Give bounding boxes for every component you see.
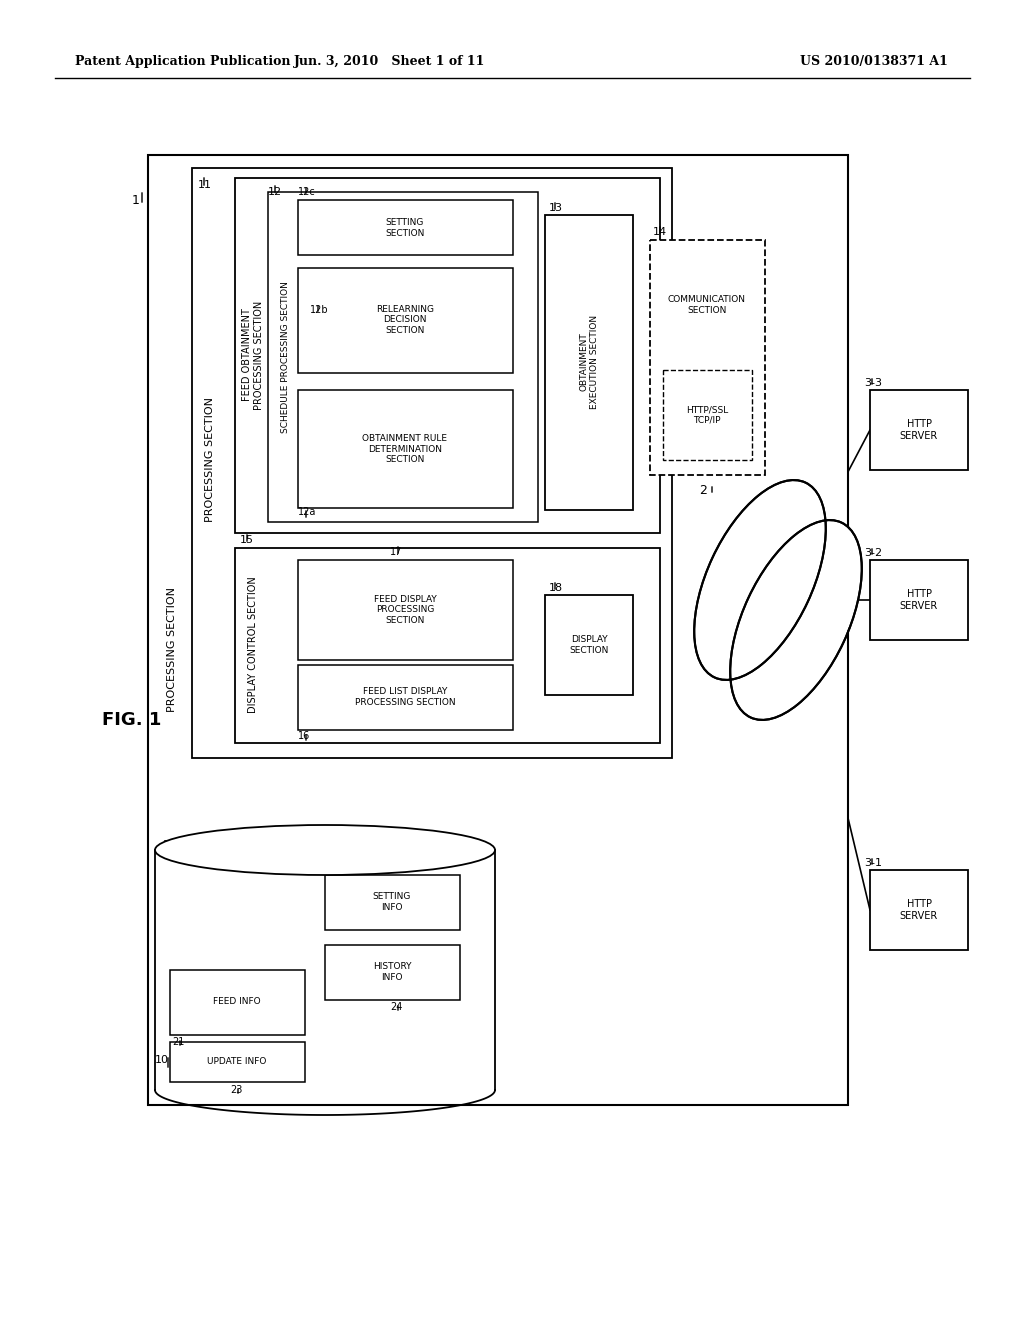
Text: DISPLAY
SECTION: DISPLAY SECTION xyxy=(569,635,608,655)
Text: 17: 17 xyxy=(390,546,402,557)
Bar xyxy=(545,215,633,510)
Text: FEED INFO: FEED INFO xyxy=(213,998,261,1006)
Text: HISTORY
INFO: HISTORY INFO xyxy=(373,962,412,982)
Text: OBTAINMENT RULE
DETERMINATION
SECTION: OBTAINMENT RULE DETERMINATION SECTION xyxy=(362,434,447,463)
Text: 11: 11 xyxy=(198,180,212,190)
Text: 22: 22 xyxy=(328,861,341,871)
Bar xyxy=(325,945,460,1001)
Text: SCHEDULE PROCESSING SECTION: SCHEDULE PROCESSING SECTION xyxy=(281,281,290,433)
Bar xyxy=(193,168,672,758)
Text: 15: 15 xyxy=(240,535,254,545)
Text: 23: 23 xyxy=(230,1085,243,1096)
Bar xyxy=(298,268,513,374)
Ellipse shape xyxy=(731,521,861,719)
Text: 10: 10 xyxy=(155,1055,169,1065)
Ellipse shape xyxy=(695,480,825,678)
Text: 2: 2 xyxy=(699,483,707,496)
Text: 24: 24 xyxy=(390,1002,402,1012)
Text: 3-2: 3-2 xyxy=(864,548,882,558)
Text: Jun. 3, 2010   Sheet 1 of 11: Jun. 3, 2010 Sheet 1 of 11 xyxy=(294,55,485,69)
Text: HTTP
SERVER: HTTP SERVER xyxy=(900,420,938,441)
Text: RELEARNING
DECISION
SECTION: RELEARNING DECISION SECTION xyxy=(376,305,434,335)
Text: 20: 20 xyxy=(162,840,176,850)
Ellipse shape xyxy=(155,825,495,875)
Text: FEED DISPLAY
PROCESSING
SECTION: FEED DISPLAY PROCESSING SECTION xyxy=(374,595,436,624)
Bar xyxy=(870,560,968,640)
Text: HTTP
SERVER: HTTP SERVER xyxy=(900,589,938,611)
Text: 3-3: 3-3 xyxy=(864,378,882,388)
Bar xyxy=(663,370,752,459)
Bar xyxy=(170,970,305,1035)
Text: 12c: 12c xyxy=(298,187,315,197)
Text: 13: 13 xyxy=(549,203,563,213)
Bar xyxy=(650,240,765,475)
Bar xyxy=(298,201,513,255)
Bar xyxy=(298,389,513,508)
Text: 3-1: 3-1 xyxy=(864,858,882,869)
Text: PROCESSING SECTION: PROCESSING SECTION xyxy=(205,397,215,523)
Bar xyxy=(148,154,848,1105)
Text: 12a: 12a xyxy=(298,507,316,517)
Bar xyxy=(870,870,968,950)
Text: 18: 18 xyxy=(549,583,563,593)
Text: 1: 1 xyxy=(132,194,140,206)
Text: Patent Application Publication: Patent Application Publication xyxy=(75,55,291,69)
Bar xyxy=(545,595,633,696)
Text: SETTING
SECTION: SETTING SECTION xyxy=(385,218,425,238)
Bar xyxy=(268,191,538,521)
Bar xyxy=(234,548,660,743)
Text: 21: 21 xyxy=(172,1038,184,1047)
Text: FEED OBTAINMENT
PROCESSING SECTION: FEED OBTAINMENT PROCESSING SECTION xyxy=(243,301,264,409)
Text: FIG. 1: FIG. 1 xyxy=(102,711,162,729)
Text: PROCESSING SECTION: PROCESSING SECTION xyxy=(167,587,177,713)
Text: HTTP/SSL
TCP/IP: HTTP/SSL TCP/IP xyxy=(686,405,728,425)
Bar xyxy=(298,560,513,660)
Text: US 2010/0138371 A1: US 2010/0138371 A1 xyxy=(800,55,948,69)
Text: DISPLAY CONTROL SECTION: DISPLAY CONTROL SECTION xyxy=(248,577,258,713)
Bar xyxy=(170,1041,305,1082)
Text: HTTP
SERVER: HTTP SERVER xyxy=(900,899,938,921)
Bar xyxy=(155,850,495,1090)
Text: 12: 12 xyxy=(268,187,283,197)
Text: 12b: 12b xyxy=(310,305,329,315)
Text: 14: 14 xyxy=(653,227,667,238)
Text: SETTING
INFO: SETTING INFO xyxy=(373,892,412,912)
Text: UPDATE INFO: UPDATE INFO xyxy=(207,1057,266,1067)
Text: FEED LIST DISPLAY
PROCESSING SECTION: FEED LIST DISPLAY PROCESSING SECTION xyxy=(354,688,456,706)
Bar xyxy=(325,875,460,931)
Text: 16: 16 xyxy=(298,731,310,741)
Bar xyxy=(870,389,968,470)
Bar xyxy=(298,665,513,730)
Bar xyxy=(234,178,660,533)
Text: COMMUNICATION
SECTION: COMMUNICATION SECTION xyxy=(668,296,746,314)
Text: OBTAINMENT
EXECUTION SECTION: OBTAINMENT EXECUTION SECTION xyxy=(580,315,599,409)
